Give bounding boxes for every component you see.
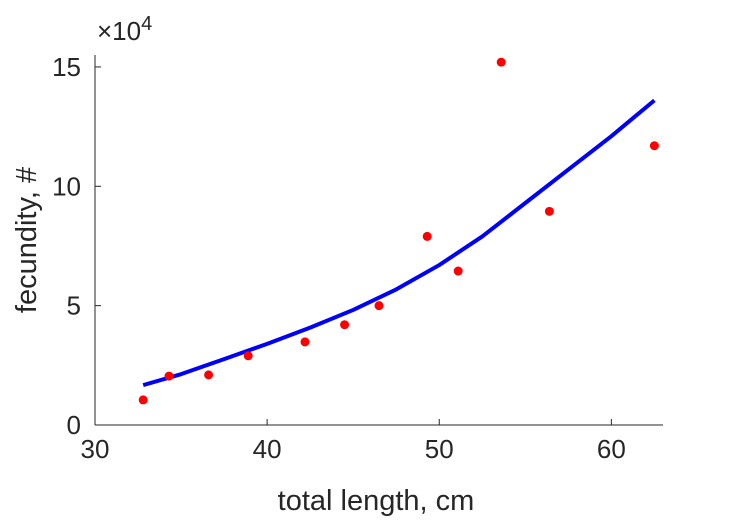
data-point xyxy=(374,301,384,311)
data-point xyxy=(340,320,350,330)
y-tick-label: 15 xyxy=(52,52,81,82)
y-ticks: 0 5 10 15 xyxy=(52,52,101,440)
data-point xyxy=(300,337,310,347)
y-exponent-base: ×10 xyxy=(97,16,141,46)
data-point xyxy=(164,371,174,381)
data-point xyxy=(453,266,463,276)
data-point xyxy=(422,231,432,241)
fit-curve-line xyxy=(142,98,656,388)
x-tick-label: 60 xyxy=(597,434,626,464)
y-exponent-label: ×104 xyxy=(97,13,152,46)
x-tick-label: 50 xyxy=(425,434,454,464)
y-tick-label: 0 xyxy=(67,410,81,440)
x-axis-label: total length, cm xyxy=(278,485,475,517)
y-tick-label: 5 xyxy=(67,291,81,321)
data-point xyxy=(138,395,148,405)
y-tick-label: 10 xyxy=(52,171,81,201)
data-point xyxy=(204,370,214,380)
data-point xyxy=(243,351,253,361)
y-axis-label: fecundity, # xyxy=(11,167,43,313)
data-point xyxy=(496,57,506,67)
series-layer xyxy=(138,57,659,405)
x-tick-label: 40 xyxy=(253,434,282,464)
data-point xyxy=(544,206,554,216)
data-point xyxy=(649,141,659,151)
x-ticks: 30 40 50 60 xyxy=(81,419,626,464)
x-tick-label: 30 xyxy=(81,434,110,464)
y-exponent-power: 4 xyxy=(141,13,152,35)
